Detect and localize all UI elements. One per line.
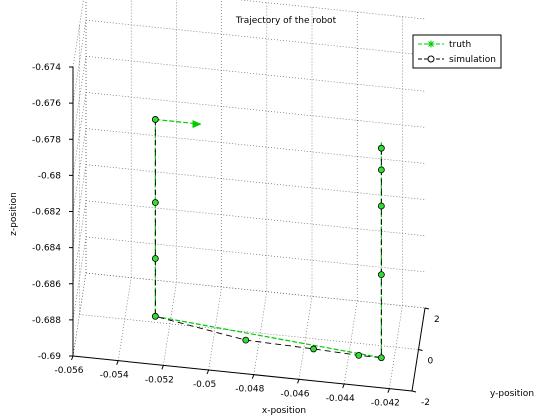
grid-floor-x-6	[343, 300, 358, 385]
grid-left-z-3	[72, 92, 87, 176]
series-simulation-point-1	[151, 199, 159, 206]
y-tick-mark-1	[418, 349, 423, 351]
x-tick-mark-7	[387, 388, 390, 393]
y-tick-label-1: 0	[428, 357, 434, 367]
x-tick-label-1: -0.054	[100, 371, 129, 381]
series-simulation-point-4	[242, 336, 250, 344]
x-tick-mark-1	[116, 360, 119, 365]
legend-simulation-circle-icon	[427, 55, 435, 63]
x-tick-mark-5	[297, 379, 300, 384]
z-tick-label-2: -0.678	[32, 135, 61, 145]
legend-entry-simulation: simulation	[418, 55, 496, 65]
z-tick-label-4: -0.682	[32, 208, 61, 218]
x-tick-label-4: -0.048	[235, 385, 264, 395]
series-simulation-point-2	[151, 255, 159, 262]
grid-left-z-4	[72, 128, 87, 212]
series-simulation-point-8	[377, 271, 385, 279]
legend: truth simulation	[412, 34, 502, 69]
x-tick-label-2: -0.052	[145, 375, 174, 385]
series-simulation-point-0	[151, 116, 159, 123]
series-simulation-point-10	[377, 166, 385, 174]
x-axis-label: x-position	[262, 406, 306, 416]
grid-floor-y-2	[85, 272, 426, 309]
z-tick-label-1: -0.676	[32, 99, 61, 109]
grid-floor-x-5	[298, 296, 313, 380]
legend-box	[412, 34, 502, 69]
x-tick-label-7: -0.042	[371, 399, 400, 409]
x-tick-mark-2	[161, 365, 164, 370]
x-tick-label-0: -0.056	[54, 366, 83, 376]
grid-back-z-3	[85, 92, 426, 128]
x-axis-line	[72, 355, 413, 392]
grid-back-z-2	[85, 55, 426, 92]
y-tick-mark-2	[424, 307, 430, 310]
y-tick-label-2: 2	[434, 315, 440, 325]
x-tick-label-6: -0.044	[326, 394, 355, 404]
z-tick-label-6: -0.686	[32, 280, 61, 290]
series-truth-arrow-head	[192, 120, 202, 129]
grid-left-z-0	[72, 0, 84, 68]
series-truth-line	[154, 119, 382, 359]
x-tick-label-3: -0.05	[193, 380, 216, 390]
x-tick-mark-4	[251, 374, 255, 379]
grid-floor-x-3	[208, 286, 222, 371]
z-tick-label-0: -0.674	[32, 63, 61, 73]
series-layer	[151, 116, 385, 362]
series-simulation-line	[154, 119, 382, 359]
grid-left-z-5	[72, 164, 87, 248]
grid-left-z-1	[72, 20, 87, 104]
legend-simulation-label: simulation	[449, 55, 496, 65]
grid-back-z-5	[85, 164, 426, 200]
grid-floor-y-1	[79, 314, 419, 350]
x-tick-label-5: -0.046	[280, 389, 309, 399]
chart-title: Trajectory of the robot	[235, 16, 337, 26]
series-simulation-point-9	[377, 202, 385, 210]
x-tick-mark-0	[71, 355, 74, 361]
grid-left-z-7	[72, 236, 87, 320]
y-tick-mark-0	[411, 390, 417, 393]
grid-left-z-6	[72, 200, 87, 284]
grid-floor-x-4	[253, 291, 268, 375]
grid-back-z-7	[85, 236, 426, 273]
legend-entry-truth: truth	[418, 40, 471, 50]
series-simulation-point-11	[377, 144, 385, 152]
grid-layer	[72, 0, 426, 392]
series-simulation-point-7	[377, 354, 385, 362]
grid-back-z-4	[85, 128, 426, 164]
z-tick-label-5: -0.684	[32, 244, 61, 254]
z-tick-label-7: -0.688	[32, 316, 61, 326]
series-simulation-point-3	[151, 312, 159, 320]
x-tick-mark-6	[342, 383, 345, 389]
z-axis-label: z-position	[9, 192, 19, 236]
legend-truth-label: truth	[449, 40, 471, 50]
ticks-layer: -0.056 -0.054 -0.052 -0.05 -0.048 -0.046 -0.04…	[32, 63, 440, 409]
y-axis-label: y-position	[490, 389, 534, 399]
series-simulation-point-5	[310, 345, 317, 353]
legend-truth-star-icon	[427, 40, 435, 48]
series-simulation-point-6	[355, 351, 363, 359]
axes-layer	[72, 67, 426, 392]
grid-back-z-6	[85, 200, 426, 237]
grid-left-z-2	[72, 56, 87, 140]
y-tick-label-0: -2	[421, 398, 430, 408]
z-tick-label-3: -0.68	[38, 171, 62, 181]
x-tick-mark-3	[206, 369, 210, 375]
z-tick-label-8: -0.69	[38, 352, 62, 362]
